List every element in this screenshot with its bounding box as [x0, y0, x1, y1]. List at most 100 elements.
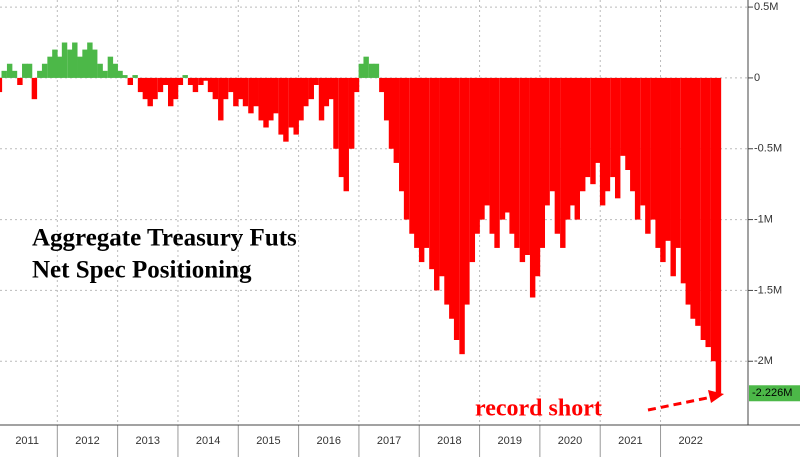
- bar: [358, 63, 365, 78]
- bar: [695, 77, 701, 326]
- bar: [519, 77, 526, 263]
- x-tick-label: 2022: [678, 435, 702, 447]
- bar: [590, 77, 596, 185]
- bar: [323, 77, 330, 107]
- chart-title-line: Net Spec Positioning: [32, 257, 252, 284]
- bar: [604, 77, 611, 192]
- bar: [560, 77, 566, 248]
- x-tick-label: 2020: [558, 435, 582, 447]
- bar: [72, 42, 78, 78]
- annotation-arrowhead: [708, 390, 724, 403]
- bar: [162, 77, 168, 85]
- x-tick-label: 2012: [75, 435, 99, 447]
- bar: [403, 77, 410, 220]
- bar: [11, 70, 18, 78]
- bar: [67, 49, 73, 78]
- bar: [564, 77, 571, 220]
- bar: [409, 77, 415, 234]
- bar: [685, 77, 691, 305]
- bar: [37, 70, 43, 78]
- bar: [549, 77, 556, 192]
- bar: [580, 77, 586, 192]
- x-tick-label: 2019: [497, 435, 521, 447]
- chart-title-line: Aggregate Treasury Futs: [32, 225, 297, 252]
- bar: [77, 56, 83, 78]
- x-tick-label: 2013: [136, 435, 160, 447]
- bar: [645, 77, 651, 234]
- bar: [263, 77, 269, 128]
- bar: [112, 63, 118, 78]
- bar: [539, 77, 546, 248]
- bar: [700, 77, 707, 341]
- bar: [57, 56, 63, 78]
- bar: [660, 77, 666, 263]
- y-tick-label: -0.5M: [754, 143, 782, 155]
- bar: [283, 77, 289, 142]
- end-label-box: [749, 385, 800, 402]
- bar: [363, 56, 369, 78]
- bar: [268, 77, 274, 121]
- bar: [368, 63, 375, 78]
- y-tick-label: -2M: [754, 355, 773, 367]
- bar: [710, 77, 717, 362]
- bar: [22, 63, 28, 78]
- bar: [182, 75, 188, 78]
- bar: [172, 77, 179, 100]
- bar: [237, 77, 244, 100]
- bar: [142, 77, 149, 100]
- bar: [152, 77, 158, 100]
- bar: [529, 77, 536, 298]
- bar: [383, 77, 390, 121]
- bar: [87, 42, 93, 78]
- bar: [91, 49, 98, 78]
- bar: [494, 77, 500, 248]
- end-label: -2.226M: [752, 387, 792, 399]
- bar: [132, 75, 138, 78]
- bar: [318, 77, 325, 121]
- bar: [625, 77, 631, 170]
- x-tick-label: 2021: [618, 435, 642, 447]
- bar: [192, 77, 199, 93]
- bar: [554, 77, 561, 234]
- x-tick-label: 2017: [377, 435, 401, 447]
- bar: [6, 63, 13, 78]
- bar: [233, 77, 239, 107]
- bar: [474, 77, 480, 234]
- x-tick-label: 2016: [317, 435, 341, 447]
- bar: [634, 77, 641, 220]
- bar: [61, 42, 68, 78]
- y-tick-label: -1.5M: [754, 284, 782, 296]
- bar: [147, 77, 153, 107]
- bar: [595, 77, 601, 163]
- bar: [504, 77, 511, 213]
- bar: [41, 63, 48, 78]
- bar: [524, 77, 530, 256]
- bar: [288, 77, 295, 128]
- bar: [258, 77, 264, 121]
- bar: [459, 77, 465, 355]
- bar: [630, 77, 636, 192]
- bar: [614, 77, 621, 199]
- bar: [52, 49, 58, 78]
- bar: [670, 77, 676, 277]
- y-tick-label: 0.5M: [754, 1, 778, 13]
- bar: [439, 77, 445, 277]
- bar: [117, 70, 123, 78]
- bar: [212, 77, 219, 100]
- bar: [272, 77, 279, 114]
- bar: [333, 77, 339, 149]
- bar: [650, 77, 657, 220]
- y-tick-label: -1M: [754, 213, 773, 225]
- bar: [620, 77, 626, 156]
- bar: [393, 77, 400, 163]
- bar: [484, 77, 490, 206]
- bar: [610, 77, 616, 178]
- bar: [253, 77, 259, 107]
- bar: [198, 77, 204, 85]
- bar: [168, 77, 174, 107]
- bar: [584, 77, 591, 178]
- bar: [313, 77, 319, 85]
- bar: [574, 77, 580, 220]
